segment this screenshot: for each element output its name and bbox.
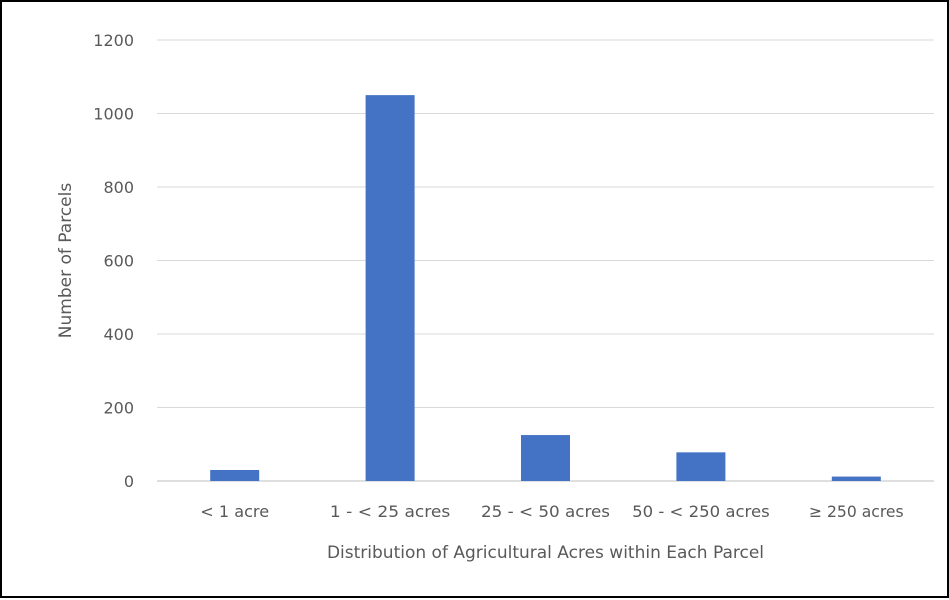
bar — [676, 452, 726, 481]
x-tick-label: 25 - < 50 acres — [481, 502, 610, 521]
y-tick-labels: 0 200 400 600 800 1000 1200 — [93, 31, 134, 491]
bar — [210, 469, 260, 481]
y-axis-title: Number of Parcels — [56, 183, 76, 339]
bar — [365, 95, 415, 481]
y-tick-label: 1000 — [93, 105, 134, 124]
x-tick-label: 50 - < 250 acres — [632, 502, 770, 521]
bars — [210, 95, 881, 481]
y-tick-label: 0 — [124, 472, 134, 491]
x-axis-title: Distribution of Agricultural Acres withi… — [327, 543, 764, 563]
bar — [831, 476, 881, 481]
x-tick-labels: < 1 acre 1 - < 25 acres 25 - < 50 acres 50 … — [200, 502, 903, 521]
x-tick-label: 1 - < 25 acres — [330, 502, 450, 521]
y-tick-label: 200 — [103, 399, 134, 418]
bar — [521, 435, 570, 481]
gridlines — [157, 39, 934, 482]
y-tick-label: 600 — [103, 252, 134, 271]
x-tick-label: ≥ 250 acres — [809, 502, 904, 521]
x-tick-label: < 1 acre — [200, 502, 269, 521]
y-tick-label: 800 — [103, 178, 134, 197]
y-tick-label: 1200 — [93, 31, 134, 50]
y-tick-label: 400 — [103, 325, 134, 344]
